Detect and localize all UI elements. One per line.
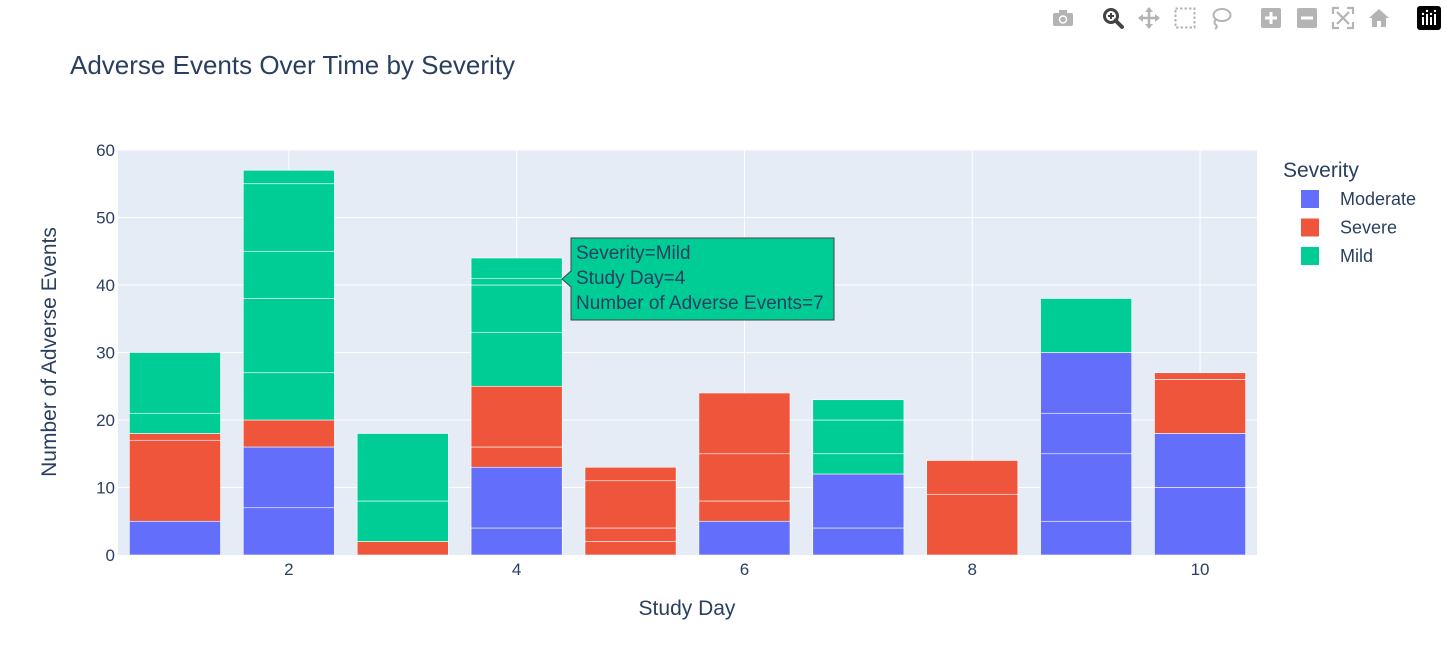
bar-segment-severe[interactable]	[129, 439, 221, 522]
bar-segment-mild[interactable]	[129, 412, 221, 434]
bar-segment-severe[interactable]	[470, 446, 563, 468]
legend-swatch	[1301, 190, 1319, 208]
x-tick-label: 2	[284, 560, 293, 579]
bar-segment-mild[interactable]	[242, 250, 335, 299]
bar-segment-mild[interactable]	[356, 433, 449, 502]
bar-segment-mild[interactable]	[812, 399, 905, 421]
y-tick-label: 30	[96, 344, 115, 363]
tooltip-line-2: Study Day=4	[576, 268, 686, 289]
box-select-icon[interactable]	[1171, 4, 1199, 32]
bars-layer	[129, 169, 1246, 556]
camera-icon[interactable]	[1049, 4, 1077, 32]
bar-segment-mild[interactable]	[470, 331, 563, 387]
y-axis-label: Number of Adverse Events	[38, 227, 61, 477]
bar-segment-severe[interactable]	[584, 466, 677, 482]
bar-segment-mild[interactable]	[812, 453, 905, 475]
bar-segment-mild[interactable]	[1040, 298, 1133, 353]
y-tick-label: 40	[96, 276, 115, 295]
bar-segment-moderate[interactable]	[242, 507, 335, 556]
modebar	[1041, 4, 1443, 32]
bar-segment-severe[interactable]	[1154, 379, 1246, 434]
legend-label: Severe	[1340, 218, 1397, 238]
tooltip-box	[570, 237, 835, 321]
legend-item-mild[interactable]: Mild	[1301, 246, 1373, 266]
x-tick-label: 8	[968, 560, 977, 579]
tooltip-line-1: Severity=Mild	[576, 243, 691, 264]
bar-segment-mild[interactable]	[129, 352, 221, 414]
x-tick-label: 4	[512, 560, 521, 579]
y-tick-label: 50	[96, 209, 115, 228]
bar-segment-moderate[interactable]	[1154, 487, 1246, 556]
bar-segment-severe[interactable]	[470, 385, 563, 448]
bar-segment-severe[interactable]	[356, 541, 449, 556]
bar-segment-mild[interactable]	[470, 277, 563, 286]
bar-segment-mild[interactable]	[242, 298, 335, 374]
legend-item-moderate[interactable]: Moderate	[1301, 189, 1416, 209]
pan-icon[interactable]	[1135, 4, 1163, 32]
bar-segment-moderate[interactable]	[812, 527, 905, 556]
legend-swatch	[1301, 247, 1319, 265]
legend-label: Moderate	[1340, 189, 1416, 209]
bar-segment-moderate[interactable]	[1040, 520, 1133, 556]
bar-segment-moderate[interactable]	[470, 527, 563, 556]
bar-segment-mild[interactable]	[242, 372, 335, 421]
bar-segment-severe[interactable]	[926, 493, 1019, 556]
legend: Severity Moderate Severe Mild	[1283, 159, 1416, 266]
bar-segment-severe[interactable]	[584, 541, 677, 556]
chart-title: Adverse Events Over Time by Severity	[70, 50, 515, 80]
bar-segment-moderate[interactable]	[698, 520, 791, 556]
bar-segment-mild[interactable]	[470, 284, 563, 333]
legend-swatch	[1301, 218, 1319, 237]
bar-segment-mild[interactable]	[242, 183, 335, 252]
x-axis-label: Study Day	[639, 597, 736, 620]
bar-segment-severe[interactable]	[1154, 372, 1246, 380]
bar-segment-moderate[interactable]	[1040, 352, 1133, 414]
y-tick-label: 20	[96, 411, 115, 430]
bar-segment-mild[interactable]	[242, 169, 335, 185]
bar-segment-severe[interactable]	[926, 460, 1019, 495]
bar-segment-mild[interactable]	[812, 419, 905, 455]
bar-segment-moderate[interactable]	[1040, 412, 1133, 455]
bar-segment-severe[interactable]	[698, 392, 791, 455]
lasso-select-icon[interactable]	[1207, 4, 1235, 32]
y-tick-label: 0	[106, 546, 115, 565]
bar-segment-mild[interactable]	[356, 500, 449, 542]
x-tick-label: 10	[1191, 560, 1210, 579]
legend-title: Severity	[1283, 159, 1359, 182]
x-axis-ticks: 2 4 6 8 10	[284, 560, 1209, 579]
bar-segment-severe[interactable]	[129, 433, 221, 441]
bar-segment-moderate[interactable]	[1040, 453, 1133, 522]
autoscale-icon[interactable]	[1329, 4, 1357, 32]
bar-segment-severe[interactable]	[242, 419, 335, 448]
bar-segment-severe[interactable]	[584, 527, 677, 542]
tooltip-line-3: Number of Adverse Events=7	[576, 293, 824, 314]
hover-tooltip: Severity=Mild Study Day=4 Number of Adve…	[561, 237, 835, 321]
bar-segment-moderate[interactable]	[812, 473, 905, 529]
bar-segment-severe[interactable]	[698, 500, 791, 522]
zoom-in-icon[interactable]	[1257, 4, 1285, 32]
zoom-out-icon[interactable]	[1293, 4, 1321, 32]
zoom-icon[interactable]	[1099, 4, 1127, 32]
reset-axes-icon[interactable]	[1365, 4, 1393, 32]
y-tick-label: 10	[96, 479, 115, 498]
plotly-logo-icon[interactable]	[1415, 4, 1443, 32]
bar-segment-severe[interactable]	[584, 480, 677, 529]
legend-item-severe[interactable]: Severe	[1301, 218, 1397, 238]
bar-segment-moderate[interactable]	[129, 520, 221, 556]
bar-segment-severe[interactable]	[698, 453, 791, 502]
y-tick-label: 60	[96, 141, 115, 160]
bar-segment-moderate[interactable]	[470, 466, 563, 529]
x-tick-label: 6	[740, 560, 749, 579]
y-axis-ticks: 0 10 20 30 40 50 60	[96, 141, 115, 565]
bar-segment-moderate[interactable]	[242, 446, 335, 509]
bar-segment-mild[interactable]	[470, 257, 563, 279]
bar-segment-moderate[interactable]	[1154, 433, 1246, 488]
legend-label: Mild	[1340, 246, 1373, 266]
